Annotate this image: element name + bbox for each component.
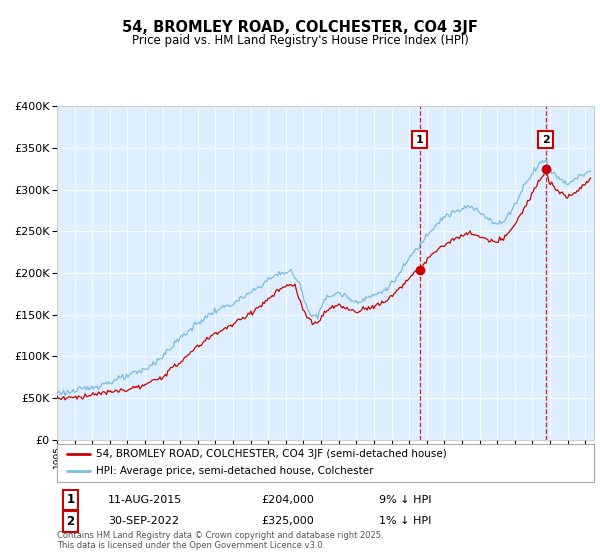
Text: 11-AUG-2015: 11-AUG-2015 [108,495,182,505]
Text: 1% ↓ HPI: 1% ↓ HPI [379,516,431,526]
Text: 2: 2 [67,515,74,528]
Text: £204,000: £204,000 [261,495,314,505]
Text: 54, BROMLEY ROAD, COLCHESTER, CO4 3JF: 54, BROMLEY ROAD, COLCHESTER, CO4 3JF [122,20,478,35]
Text: 1: 1 [416,135,424,144]
Text: 2: 2 [542,135,550,144]
Text: £325,000: £325,000 [261,516,314,526]
Text: 1: 1 [67,493,74,506]
Text: 30-SEP-2022: 30-SEP-2022 [108,516,179,526]
Text: Contains HM Land Registry data © Crown copyright and database right 2025.
This d: Contains HM Land Registry data © Crown c… [57,531,383,550]
Text: HPI: Average price, semi-detached house, Colchester: HPI: Average price, semi-detached house,… [95,466,373,477]
Text: 54, BROMLEY ROAD, COLCHESTER, CO4 3JF (semi-detached house): 54, BROMLEY ROAD, COLCHESTER, CO4 3JF (s… [95,449,446,459]
Text: Price paid vs. HM Land Registry's House Price Index (HPI): Price paid vs. HM Land Registry's House … [131,34,469,46]
Text: 9% ↓ HPI: 9% ↓ HPI [379,495,432,505]
